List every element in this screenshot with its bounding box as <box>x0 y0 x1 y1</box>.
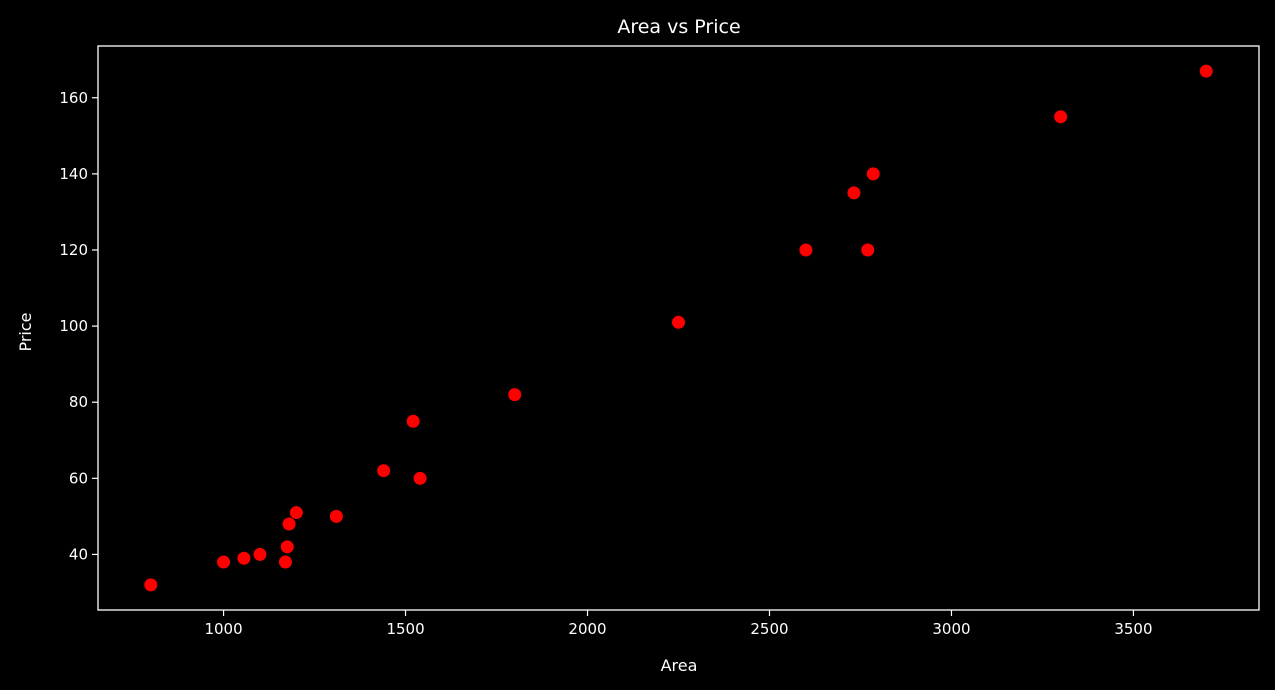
data-point <box>861 243 875 257</box>
plot-frame-group <box>97 45 1260 611</box>
chart-title: Area vs Price <box>617 16 740 38</box>
data-point <box>413 471 427 485</box>
data-point <box>799 243 813 257</box>
data-point <box>1054 110 1068 124</box>
data-point <box>329 509 343 523</box>
plot-area-frame <box>97 45 1260 611</box>
data-point <box>1199 64 1213 78</box>
data-point <box>278 555 292 569</box>
x-tick-label: 1500 <box>386 620 424 638</box>
data-point <box>377 464 391 478</box>
x-tick-label: 3500 <box>1114 620 1152 638</box>
x-axis-label: Area <box>661 656 698 675</box>
x-tick-label: 3000 <box>932 620 970 638</box>
y-tick-label: 80 <box>69 393 88 411</box>
data-point <box>672 315 685 329</box>
data-point <box>280 540 294 554</box>
data-point <box>508 388 522 402</box>
y-axis-label: Price <box>16 312 35 351</box>
y-tick-label: 140 <box>59 165 88 183</box>
points-group <box>144 64 1213 592</box>
data-point <box>406 414 420 428</box>
data-point <box>217 555 231 569</box>
y-tick-label: 120 <box>59 241 88 259</box>
y-tick-label: 40 <box>69 545 88 563</box>
ticks-group: 1000 1500 2000 2500 3000 3500 40 60 80 100 120 140 1… <box>59 89 1152 638</box>
y-tick-label: 160 <box>59 89 88 107</box>
data-point <box>253 547 267 561</box>
x-tick-label: 1000 <box>204 620 242 638</box>
x-tick-label: 2000 <box>568 620 606 638</box>
data-point <box>237 551 251 565</box>
data-point <box>866 167 880 181</box>
x-tick-label: 2500 <box>750 620 788 638</box>
data-point <box>847 186 861 200</box>
data-point <box>289 506 303 520</box>
data-point <box>282 517 296 531</box>
y-tick-label: 60 <box>69 469 88 487</box>
y-tick-label: 100 <box>59 317 88 335</box>
data-point <box>144 578 158 592</box>
